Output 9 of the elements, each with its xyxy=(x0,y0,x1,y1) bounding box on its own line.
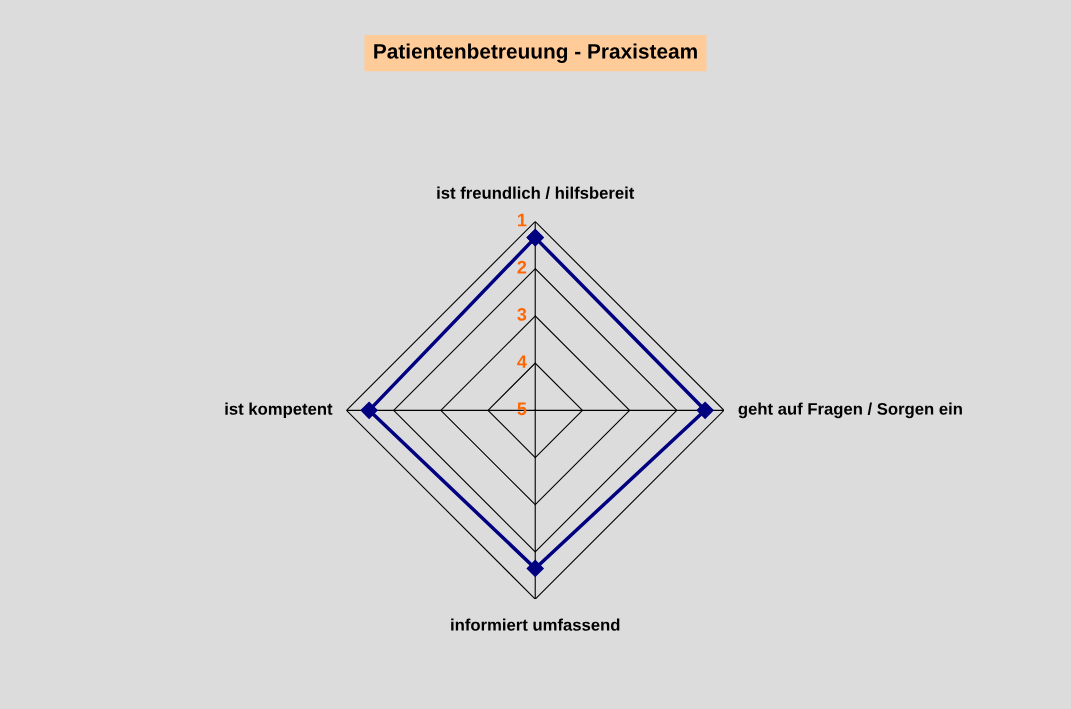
spoke-label: geht auf Fragen / Sorgen ein xyxy=(738,402,962,419)
spoke-label: ist freundlich / hilfsbereit xyxy=(437,186,635,199)
y-tick-label: 2 xyxy=(517,260,527,274)
y-tick-label: 4 xyxy=(517,355,527,368)
spoke-label: ist kompetent xyxy=(225,402,333,419)
y-tick-label: 3 xyxy=(517,308,527,321)
chart-title: Patientenbetreuung - Praxisteam xyxy=(374,43,697,63)
spoke-label: informiert umfassend xyxy=(451,618,620,631)
y-tick-label: 1 xyxy=(518,213,527,227)
